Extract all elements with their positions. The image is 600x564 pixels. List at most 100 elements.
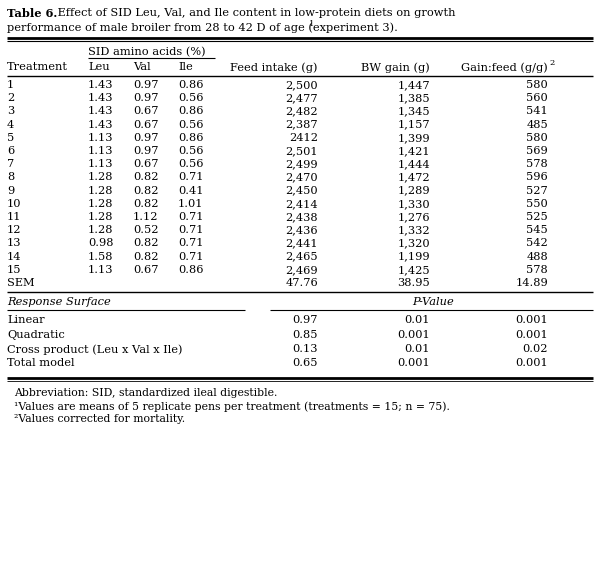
- Text: 0.001: 0.001: [397, 359, 430, 368]
- Text: 0.86: 0.86: [178, 133, 203, 143]
- Text: P-Value: P-Value: [412, 297, 454, 307]
- Text: Total model: Total model: [7, 359, 74, 368]
- Text: 0.82: 0.82: [133, 252, 158, 262]
- Text: 0.56: 0.56: [178, 93, 203, 103]
- Text: 2,450: 2,450: [286, 186, 318, 196]
- Text: 578: 578: [526, 265, 548, 275]
- Text: performance of male broiler from 28 to 42 D of age (experiment 3).: performance of male broiler from 28 to 4…: [7, 22, 398, 33]
- Text: 2,414: 2,414: [286, 199, 318, 209]
- Text: 580: 580: [526, 80, 548, 90]
- Text: 47.76: 47.76: [285, 278, 318, 288]
- Text: Val: Val: [133, 62, 151, 72]
- Text: 1.28: 1.28: [88, 199, 113, 209]
- Text: 9: 9: [7, 186, 14, 196]
- Text: 0.67: 0.67: [133, 107, 158, 116]
- Text: Response Surface: Response Surface: [7, 297, 111, 307]
- Text: 0.71: 0.71: [178, 252, 203, 262]
- Text: 1.43: 1.43: [88, 80, 113, 90]
- Text: 1.13: 1.13: [88, 146, 113, 156]
- Text: 0.67: 0.67: [133, 159, 158, 169]
- Text: 0.86: 0.86: [178, 80, 203, 90]
- Text: ²Values corrected for mortality.: ²Values corrected for mortality.: [14, 414, 185, 424]
- Text: 1.43: 1.43: [88, 93, 113, 103]
- Text: 14: 14: [7, 252, 22, 262]
- Text: 578: 578: [526, 159, 548, 169]
- Text: 0.97: 0.97: [133, 133, 158, 143]
- Text: 2,482: 2,482: [286, 107, 318, 116]
- Text: 7: 7: [7, 159, 14, 169]
- Text: 2412: 2412: [289, 133, 318, 143]
- Text: 1,320: 1,320: [397, 239, 430, 248]
- Text: 0.65: 0.65: [293, 359, 318, 368]
- Text: 0.97: 0.97: [133, 146, 158, 156]
- Text: 0.56: 0.56: [178, 146, 203, 156]
- Text: 0.67: 0.67: [133, 120, 158, 130]
- Text: 1,421: 1,421: [397, 146, 430, 156]
- Text: 1.13: 1.13: [88, 265, 113, 275]
- Text: 2,500: 2,500: [286, 80, 318, 90]
- Text: Effect of SID Leu, Val, and Ile content in low-protein diets on growth: Effect of SID Leu, Val, and Ile content …: [54, 8, 455, 18]
- Text: 2,436: 2,436: [286, 225, 318, 235]
- Text: 1.01: 1.01: [178, 199, 203, 209]
- Text: ¹Values are means of 5 replicate pens per treatment (treatments = 15; n = 75).: ¹Values are means of 5 replicate pens pe…: [14, 401, 450, 412]
- Text: 1,330: 1,330: [397, 199, 430, 209]
- Text: Table 6.: Table 6.: [7, 8, 57, 19]
- Text: 0.82: 0.82: [133, 239, 158, 248]
- Text: 1.58: 1.58: [88, 252, 113, 262]
- Text: 4: 4: [7, 120, 14, 130]
- Text: 485: 485: [526, 120, 548, 130]
- Text: 10: 10: [7, 199, 22, 209]
- Text: 527: 527: [526, 186, 548, 196]
- Text: 0.001: 0.001: [515, 359, 548, 368]
- Text: 0.41: 0.41: [178, 186, 203, 196]
- Text: 1.28: 1.28: [88, 212, 113, 222]
- Text: 0.13: 0.13: [293, 344, 318, 354]
- Text: 0.56: 0.56: [178, 159, 203, 169]
- Text: SEM: SEM: [7, 278, 35, 288]
- Text: 2,470: 2,470: [286, 173, 318, 182]
- Text: 0.86: 0.86: [178, 107, 203, 116]
- Text: 1.28: 1.28: [88, 173, 113, 182]
- Text: 0.001: 0.001: [515, 329, 548, 340]
- Text: 2,469: 2,469: [286, 265, 318, 275]
- Text: 1,199: 1,199: [397, 252, 430, 262]
- Text: Abbreviation: SID, standardized ileal digestible.: Abbreviation: SID, standardized ileal di…: [14, 388, 277, 398]
- Text: 2,501: 2,501: [286, 146, 318, 156]
- Text: 0.52: 0.52: [133, 225, 158, 235]
- Text: 2,441: 2,441: [286, 239, 318, 248]
- Text: 2,465: 2,465: [286, 252, 318, 262]
- Text: 550: 550: [526, 199, 548, 209]
- Text: 1,157: 1,157: [397, 120, 430, 130]
- Text: 0.85: 0.85: [293, 329, 318, 340]
- Text: 488: 488: [526, 252, 548, 262]
- Text: 0.82: 0.82: [133, 173, 158, 182]
- Text: 560: 560: [526, 93, 548, 103]
- Text: 1,399: 1,399: [397, 133, 430, 143]
- Text: 541: 541: [526, 107, 548, 116]
- Text: Quadratic: Quadratic: [7, 329, 65, 340]
- Text: SID amino acids (%): SID amino acids (%): [88, 47, 206, 58]
- Text: 15: 15: [7, 265, 22, 275]
- Text: 6: 6: [7, 146, 14, 156]
- Text: 1,332: 1,332: [397, 225, 430, 235]
- Text: 3: 3: [7, 107, 14, 116]
- Text: 1.28: 1.28: [88, 225, 113, 235]
- Text: 1.13: 1.13: [88, 159, 113, 169]
- Text: 1,472: 1,472: [397, 173, 430, 182]
- Text: 14.89: 14.89: [515, 278, 548, 288]
- Text: 569: 569: [526, 146, 548, 156]
- Text: 0.001: 0.001: [397, 329, 430, 340]
- Text: 1.43: 1.43: [88, 120, 113, 130]
- Text: 1: 1: [309, 20, 314, 28]
- Text: 0.71: 0.71: [178, 239, 203, 248]
- Text: 11: 11: [7, 212, 22, 222]
- Text: Cross product (Leu x Val x Ile): Cross product (Leu x Val x Ile): [7, 344, 182, 355]
- Text: 0.97: 0.97: [293, 315, 318, 325]
- Text: 1.13: 1.13: [88, 133, 113, 143]
- Text: 0.56: 0.56: [178, 120, 203, 130]
- Text: Linear: Linear: [7, 315, 44, 325]
- Text: 1.28: 1.28: [88, 186, 113, 196]
- Text: 1,444: 1,444: [397, 159, 430, 169]
- Text: 525: 525: [526, 212, 548, 222]
- Text: 0.86: 0.86: [178, 265, 203, 275]
